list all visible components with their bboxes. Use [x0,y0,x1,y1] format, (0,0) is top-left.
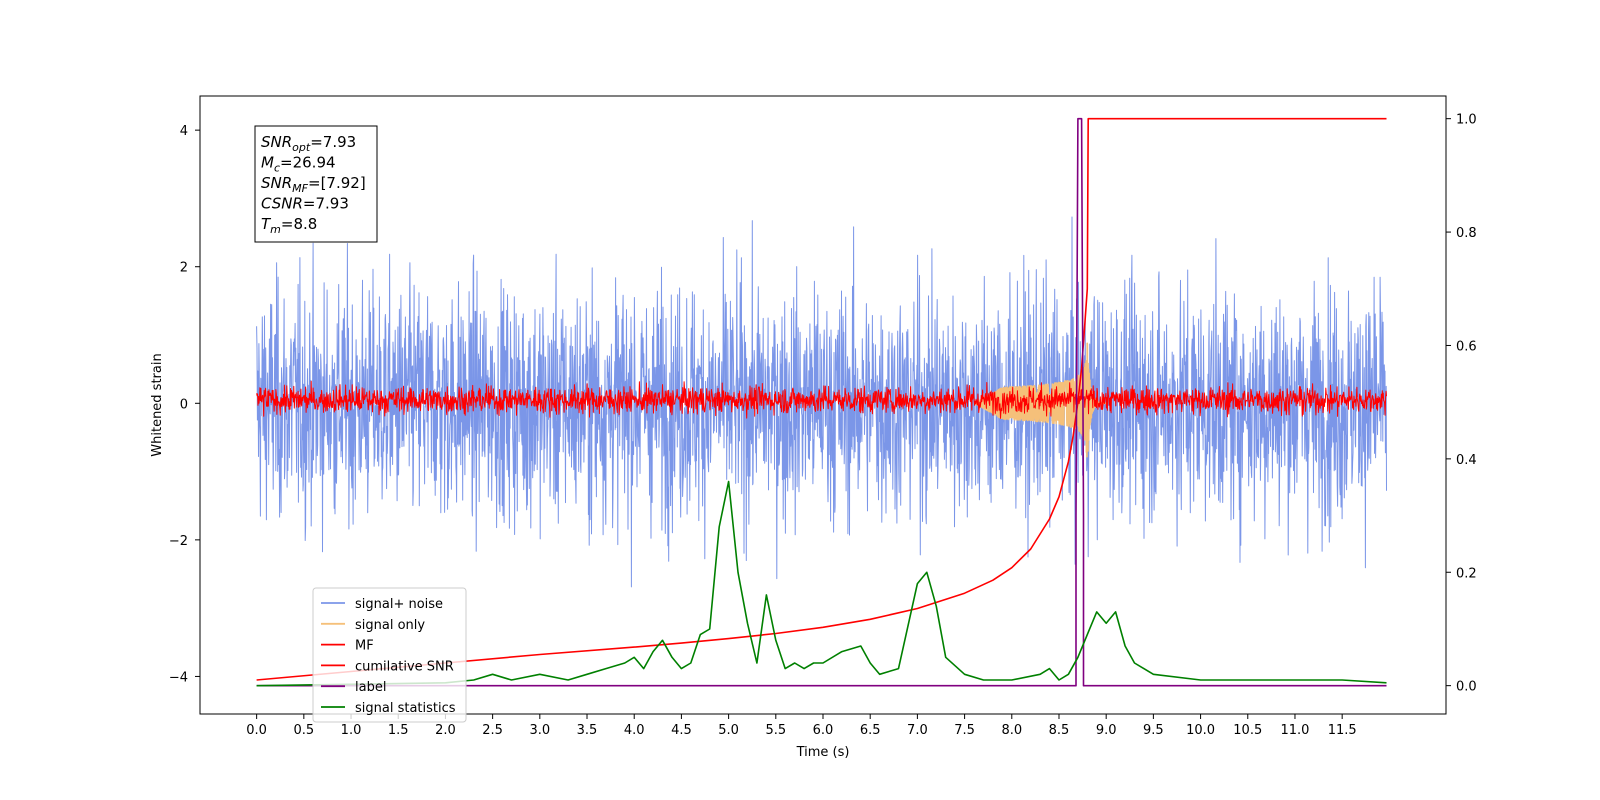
series-line-0 [256,216,1387,588]
info-value: =8.8 [281,215,317,233]
legend-frame [312,587,467,723]
info-line: Mc=26.94 [261,154,336,175]
x-tick-label: 5.0 [718,723,739,738]
x-tick-label: 8.5 [1049,723,1070,738]
y-axis-label: Whitened strain [150,353,165,456]
legend-label: signal+ noise [355,597,443,612]
info-line: SNRopt=7.93 [261,133,356,154]
info-box: SNRopt=7.93Mc=26.94SNRMF=[7.92]CSNR=7.93… [254,125,378,243]
info-value: =26.94 [280,154,336,172]
x-tick-label: 11.5 [1328,723,1357,738]
y-tick-label: 0 [180,397,188,412]
x-tick-label: 9.5 [1143,723,1164,738]
x-tick-label: 5.5 [765,723,786,738]
info-value: =7.93 [303,195,349,213]
x-tick-label: 3.5 [577,723,598,738]
info-box-frame [254,125,378,243]
info-symbol: CSNR [261,195,303,213]
info-value: =7.93 [310,133,356,151]
x-tick-label: 2.5 [482,723,503,738]
legend-label: signal only [355,618,425,633]
x-tick-label: 10.5 [1233,723,1262,738]
series-line-4 [256,117,1387,687]
x-tick-label: 0.0 [246,723,267,738]
legend-label: signal statistics [355,701,456,716]
y-tick-label: −4 [169,670,188,685]
x-tick-label: 4.5 [671,723,692,738]
series-line-2 [256,380,1387,419]
info-value: =[7.92] [308,174,366,192]
y2-tick-label: 0.8 [1456,226,1477,241]
y2-tick-label: 0.0 [1456,680,1477,695]
x-tick-label: 7.5 [954,723,975,738]
x-tick-label: 3.0 [529,723,550,738]
y2-tick-label: 0.2 [1456,566,1477,581]
y2-tick-label: 0.6 [1456,339,1477,354]
x-tick-label: 1.5 [388,723,409,738]
x-tick-label: 0.5 [293,723,314,738]
x-tick-label: 8.0 [1001,723,1022,738]
info-line: CSNR=7.93 [261,195,349,213]
x-tick-label: 6.5 [860,723,881,738]
x-tick-label: 7.0 [907,723,928,738]
legend-label: label [355,680,386,695]
x-tick-label: 6.0 [813,723,834,738]
legend: signal+ noise signal only MF cumilative SNR… [312,587,467,723]
x-tick-label: 11.0 [1280,723,1309,738]
info-symbol: SNR [261,133,292,151]
info-subscript: c [274,162,280,175]
y-tick-label: 2 [180,261,188,276]
info-subscript: MF [292,182,308,195]
x-tick-label: 2.0 [435,723,456,738]
x-tick-label: 1.0 [341,723,362,738]
y2-tick-label: 1.0 [1456,113,1477,128]
info-symbol: T [261,215,272,233]
info-subscript: m [270,223,281,236]
info-subscript: opt [292,141,311,154]
legend-label: MF [355,639,374,654]
info-symbol: SNR [261,174,292,192]
y-tick-label: −2 [169,534,188,549]
series-line-5 [256,480,1387,687]
info-symbol: M [261,154,274,172]
y2-tick-label: 0.4 [1456,453,1477,468]
x-tick-label: 4.0 [624,723,645,738]
y-tick-label: 4 [180,124,188,139]
x-tick-label: 10.0 [1186,723,1215,738]
legend-label: cumilative SNR [355,659,454,674]
info-line: Tm=8.8 [261,215,317,236]
x-axis-label: Time (s) [796,745,850,760]
info-line: SNRMF=[7.92] [261,174,366,195]
x-tick-label: 9.0 [1096,723,1117,738]
